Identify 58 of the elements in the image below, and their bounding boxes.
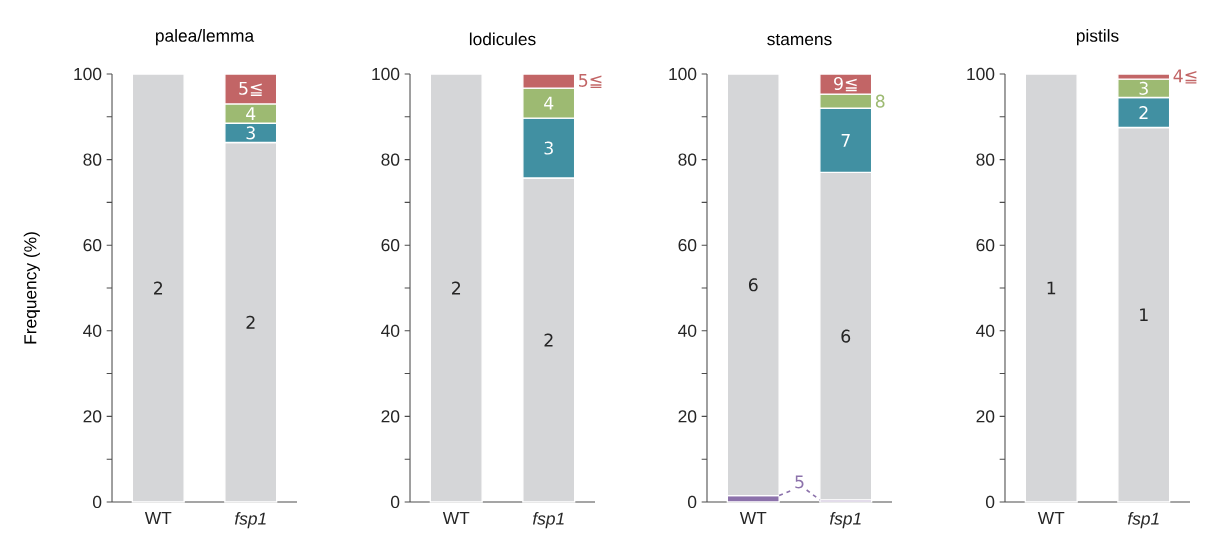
x-tick-label: fsp1 (234, 512, 266, 529)
y-tick-label: 0 (985, 495, 995, 509)
series-label: 3 (246, 126, 255, 140)
series-label: 5≦ (579, 74, 602, 89)
y-tick-label: 60 (83, 239, 102, 252)
y-tick-label: 100 (74, 67, 102, 81)
series-label: 5≦ (239, 81, 262, 97)
y-tick-label: 100 (967, 67, 995, 81)
x-tick-label: WT (442, 512, 470, 524)
x-tick-label: fsp1 (1127, 512, 1159, 529)
series-label: 1 (1047, 281, 1056, 295)
text: 2 (246, 315, 255, 329)
y-tick-label: 0 (93, 495, 102, 509)
series-label: 2 (1139, 106, 1148, 119)
x-tick-label: WT (1037, 512, 1065, 524)
text: 6 (841, 329, 851, 343)
y-tick-label: 60 (381, 239, 400, 252)
chart-title: pistils (1076, 29, 1119, 46)
chart-title: palea/lemma (156, 29, 255, 46)
y-tick-label: 40 (678, 324, 697, 337)
x-tick-label: fsp1 (829, 512, 861, 529)
y-tick-label: 80 (976, 153, 995, 166)
x-tick-label: WT (144, 512, 172, 524)
text: 2 (452, 281, 461, 295)
chart-title: stamens (767, 33, 832, 46)
legend-label: 5 (795, 475, 804, 489)
series-label: 2 (154, 281, 163, 295)
x-tick-label: WT (739, 512, 767, 524)
series-label: 4≦ (1173, 69, 1197, 84)
series-label: 2 (544, 333, 553, 347)
y-tick-label: 20 (83, 410, 102, 423)
series-label: 3 (544, 141, 553, 155)
y-tick-label: 0 (687, 495, 697, 509)
series-label: 4 (544, 96, 554, 110)
y-tick-label: 20 (976, 410, 995, 423)
y-tick-label: 80 (381, 153, 400, 166)
y-tick-label: 80 (678, 153, 697, 166)
y-tick-label: 100 (372, 67, 400, 81)
series-label: 6 (748, 278, 758, 292)
series-label: 7 (841, 134, 850, 147)
y-tick-label: 60 (976, 239, 995, 252)
y-tick-label: 0 (390, 495, 400, 509)
y-tick-label: 60 (678, 239, 697, 252)
series-label: 3 (1139, 81, 1148, 95)
y-tick-label: 20 (381, 410, 400, 423)
series-label: 9≦ (834, 76, 857, 92)
text: 1 (1140, 308, 1148, 322)
y-tick-label: 80 (83, 153, 102, 166)
y-tick-label: 40 (83, 324, 102, 337)
y-tick-label: 20 (678, 410, 697, 423)
y-tick-label: 40 (976, 324, 995, 337)
x-tick-label: fsp1 (532, 512, 564, 529)
y-tick-label: 100 (669, 67, 697, 81)
series-label: 8 (875, 94, 885, 108)
series-label: 4 (246, 107, 256, 120)
y-axis-title: Frequency (%) (23, 232, 40, 344)
y-tick-label: 40 (381, 324, 400, 337)
chart-title: lodicules (469, 32, 536, 46)
